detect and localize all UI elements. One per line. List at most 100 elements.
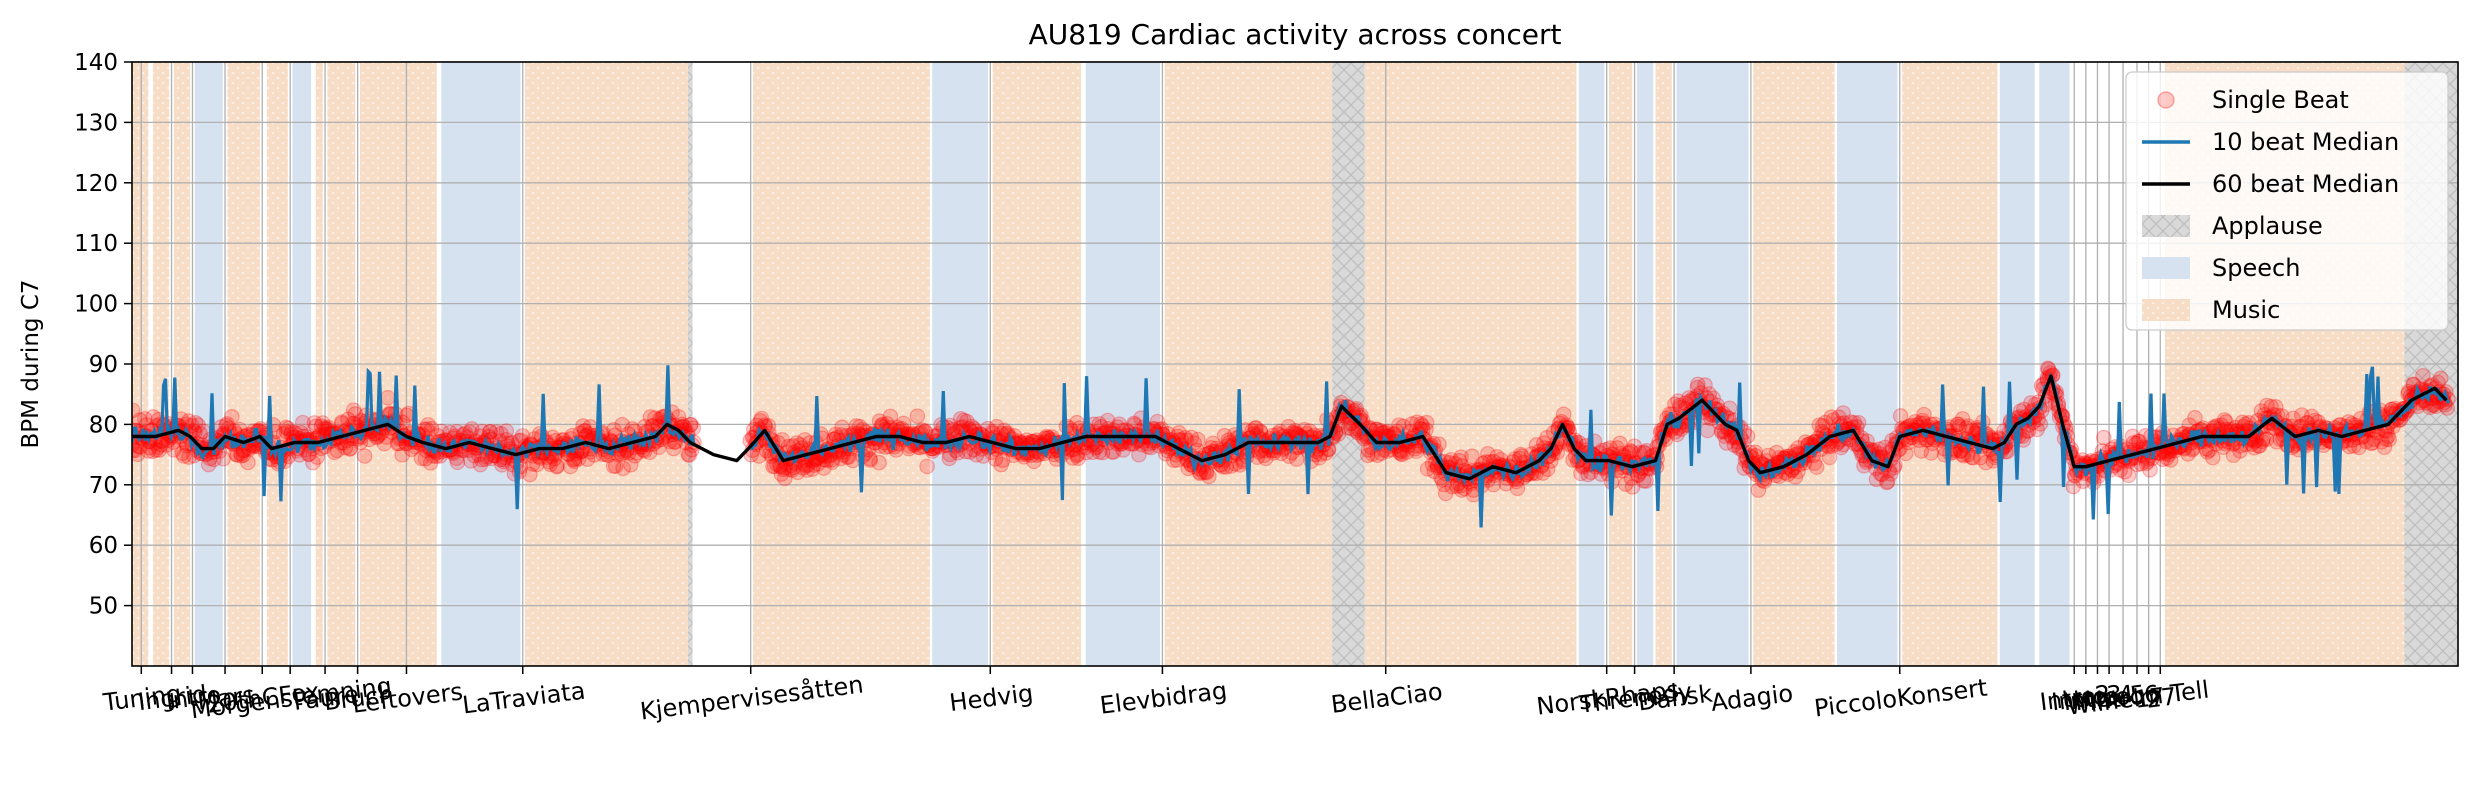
single-beat-point	[462, 424, 478, 440]
single-beat-point	[337, 439, 354, 456]
y-tick-label: 100	[74, 292, 118, 318]
single-beat-point	[278, 424, 295, 440]
single-beat-point	[144, 443, 161, 460]
legend: Single Beat 10 beat Median 60 beat Median A…	[2125, 71, 2449, 331]
single-beat-point	[1190, 431, 1206, 448]
single-beat-point	[670, 409, 687, 425]
single-beat-point	[482, 423, 498, 440]
single-beat-point	[145, 409, 161, 425]
single-beat-point	[525, 456, 541, 472]
single-beat-point	[305, 454, 321, 471]
single-beat-point	[200, 456, 217, 473]
single-beat-point	[576, 423, 593, 439]
single-beat-point	[176, 448, 192, 464]
single-beat-point	[685, 420, 702, 436]
legend-label: Music	[2212, 296, 2280, 324]
legend-label: Applause	[2212, 212, 2323, 240]
single-beat-point	[148, 442, 164, 458]
legend-label: 10 beat Median	[2212, 128, 2399, 156]
single-beat-point	[2432, 370, 2449, 387]
single-beat-point	[605, 458, 622, 474]
single-beat-point	[132, 446, 146, 463]
single-beat-point	[313, 418, 330, 434]
legend-entry: Applause	[2142, 212, 2323, 240]
single-beat-point	[753, 410, 770, 427]
y-tick-label: 130	[74, 110, 118, 136]
single-beat-point	[482, 424, 498, 440]
single-beat-point	[158, 437, 175, 453]
single-beat-point	[184, 417, 200, 434]
single-beat-point	[662, 433, 678, 450]
single-beat-point	[192, 426, 208, 442]
single-beat-point	[140, 443, 157, 459]
single-beat-point	[488, 424, 505, 440]
single-beat-point	[233, 445, 249, 462]
x-tick-label: LaTraviata	[461, 677, 587, 720]
single-beat-point	[413, 450, 430, 467]
single-beat-point	[153, 436, 169, 453]
single-beat-point	[278, 419, 295, 436]
single-beat-point	[180, 413, 197, 429]
single-beat-point	[224, 408, 240, 425]
single-beat-point	[607, 458, 624, 474]
single-beat-point	[389, 435, 406, 452]
y-tick-label: 140	[74, 50, 118, 76]
single-beat-point	[187, 415, 204, 431]
single-beat-point	[548, 458, 565, 475]
single-beat-point	[347, 406, 364, 422]
single-beat-point	[682, 416, 699, 433]
single-beat-point	[151, 442, 168, 458]
x-tick-label: Hedvig	[948, 679, 1035, 717]
y-tick-label: 60	[89, 533, 118, 559]
single-beat-point	[498, 423, 515, 439]
legend-entry: Music	[2142, 296, 2280, 324]
single-beat-point	[240, 454, 256, 471]
single-beat-point	[919, 458, 935, 475]
chart-title: AU819 Cardiac activity across concert	[1029, 18, 1562, 51]
single-beat-point	[514, 428, 531, 444]
x-axis: TuningIngridIntroMars20thCFoxMorgenstemn…	[101, 666, 2211, 726]
single-beat-point	[651, 439, 667, 455]
single-beat-point	[137, 411, 153, 427]
single-beat-point	[308, 418, 324, 435]
single-beat-point	[345, 402, 362, 419]
single-beat-point	[549, 458, 565, 474]
single-beat-point	[449, 424, 465, 440]
single-beat-point	[909, 408, 926, 424]
single-beat-point	[474, 423, 490, 440]
single-beat-point	[329, 442, 345, 459]
single-beat-point	[420, 417, 436, 433]
single-beat-point	[190, 417, 206, 433]
single-beat-point	[752, 412, 769, 429]
single-beat-point	[394, 447, 411, 463]
single-beat-point	[562, 458, 579, 475]
single-beat-point	[422, 455, 439, 471]
single-beat-point	[871, 454, 887, 471]
single-beat-point	[541, 453, 558, 470]
single-beat-point	[300, 446, 317, 463]
y-axis-label: BPM during C7	[18, 279, 44, 448]
single-beat-point	[623, 457, 639, 473]
legend-label: Single Beat	[2212, 86, 2349, 114]
legend-patch	[2142, 257, 2190, 279]
single-beat-point	[314, 415, 331, 431]
single-beat-point	[498, 431, 515, 448]
single-beat-point	[379, 389, 396, 406]
y-tick-label: 110	[74, 231, 118, 257]
single-beat-point	[229, 447, 246, 463]
x-tick-label: Kjempervisesåtten	[638, 669, 864, 725]
legend-label: Speech	[2212, 254, 2300, 282]
single-beat-point	[150, 439, 167, 456]
single-beat-point	[642, 409, 659, 425]
single-beat-point	[493, 425, 509, 442]
single-beat-point	[615, 460, 631, 477]
single-beat-point	[309, 449, 325, 465]
single-beat-point	[275, 426, 292, 442]
single-beat-point	[681, 447, 698, 463]
x-tick-label: BellaCiao	[1329, 677, 1444, 718]
single-beat-point	[577, 423, 593, 439]
single-beat-point	[132, 442, 143, 459]
single-beat-point	[442, 424, 458, 441]
